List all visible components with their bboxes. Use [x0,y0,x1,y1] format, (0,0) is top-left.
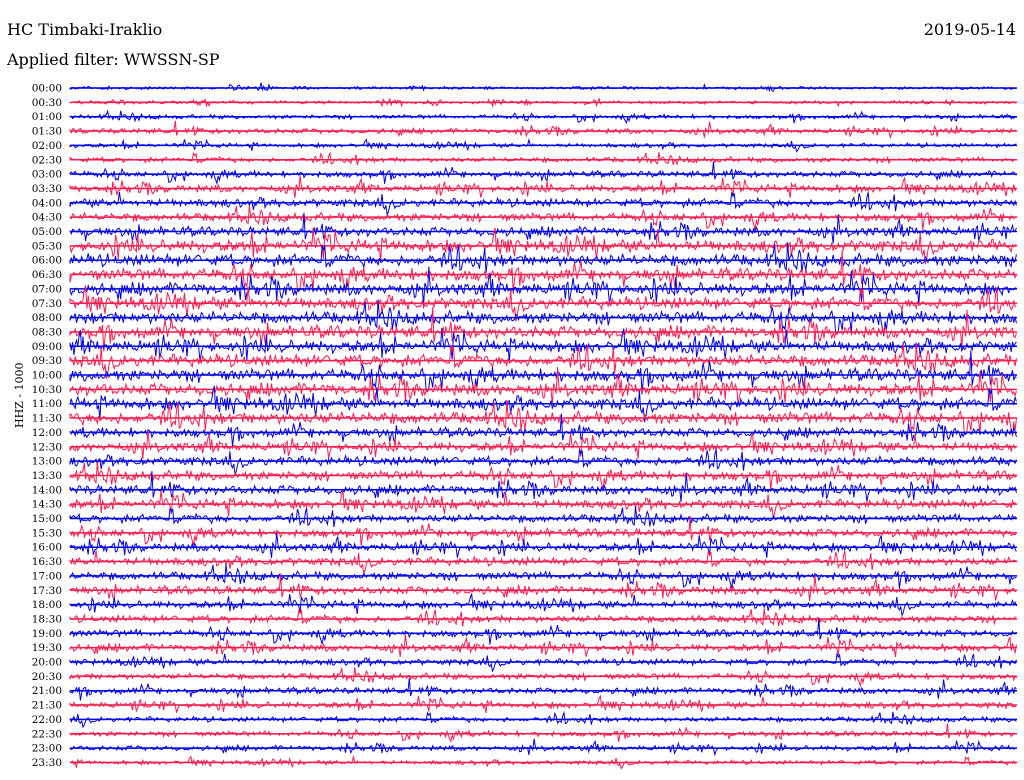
trace-line [69,342,1017,380]
time-tick-label: 03:00 [32,169,62,181]
trace-line [69,738,1017,757]
time-tick-label: 15:30 [32,527,62,539]
time-tick-label: 03:30 [32,183,62,195]
time-tick-label: 08:00 [32,312,62,324]
time-tick-label: 11:00 [32,398,62,410]
time-tick-label: 01:00 [32,111,62,123]
trace-line [69,634,1017,658]
trace-line [69,161,1017,186]
time-tick-label: 02:00 [32,140,62,152]
trace-line [69,506,1017,528]
time-tick-label: 21:00 [32,685,62,697]
trace-line [69,285,1017,322]
time-tick-label: 15:00 [32,513,62,525]
time-tick-label: 00:30 [32,97,62,109]
trace-line [69,573,1017,601]
time-tick-label: 16:30 [32,556,62,568]
time-tick-label: 08:30 [32,326,62,338]
time-tick-label: 09:30 [32,355,62,367]
time-tick-label: 23:30 [32,757,62,769]
time-tick-label: 14:00 [32,484,62,496]
trace-line [69,350,1017,395]
time-tick-label: 05:30 [32,240,62,252]
trace-line [69,490,1017,518]
trace-line [69,151,1017,166]
trace-line [69,608,1017,627]
time-tick-label: 18:30 [32,613,62,625]
time-tick-label: 20:30 [32,671,62,683]
time-tick-label: 17:00 [32,570,62,582]
time-tick-label: 19:30 [32,642,62,654]
trace-line [69,678,1017,701]
time-tick-label: 13:30 [32,470,62,482]
time-tick-label: 16:00 [32,542,62,554]
time-tick-label: 00:00 [32,83,62,95]
trace-line [69,82,1017,93]
time-tick-label: 12:00 [32,427,62,439]
time-tick-label: 22:30 [32,728,62,740]
time-tick-label: 10:00 [32,370,62,382]
time-tick-label: 06:00 [32,255,62,267]
trace-line [69,249,1017,295]
trace-line [69,242,1017,273]
time-tick-label: 20:00 [32,657,62,669]
time-tick-label: 11:30 [32,413,62,425]
trace-line [69,175,1017,198]
time-tick-label: 07:30 [32,298,62,310]
time-tick-label: 05:00 [32,226,62,238]
time-tick-label: 06:30 [32,269,62,281]
time-tick-label: 01:30 [32,126,62,138]
time-tick-label: 07:00 [32,283,62,295]
trace-line [69,618,1017,645]
time-tick-label: 23:00 [32,743,62,755]
trace-line [69,532,1017,558]
trace-line [69,299,1017,337]
trace-line [69,120,1017,140]
time-tick-label: 09:00 [32,341,62,353]
trace-line [69,449,1017,475]
filter-label: Applied filter: WWSSN-SP [7,50,220,69]
time-tick-label: 19:00 [32,628,62,640]
record-date: 2019-05-14 [923,20,1016,39]
time-tick-label: 21:30 [32,700,62,712]
time-tick-label: 17:30 [32,585,62,597]
time-tick-label: 22:00 [32,714,62,726]
time-tick-label: 02:30 [32,154,62,166]
trace-line [69,723,1017,744]
time-tick-label: 12:30 [32,441,62,453]
time-tick-label: 18:00 [32,599,62,611]
time-tick-label: 04:30 [32,212,62,224]
time-tick-label: 04:00 [32,197,62,209]
trace-group [69,82,1017,770]
tick-labels: 00:00 00:30 01:00 01:30 02:00 02:30 03:00 03:30… [32,83,62,769]
time-tick-label: 14:30 [32,499,62,511]
time-tick-label: 13:00 [32,456,62,468]
time-tick-label: 10:30 [32,384,62,396]
station-title: HC Timbaki-Iraklio [7,20,163,39]
